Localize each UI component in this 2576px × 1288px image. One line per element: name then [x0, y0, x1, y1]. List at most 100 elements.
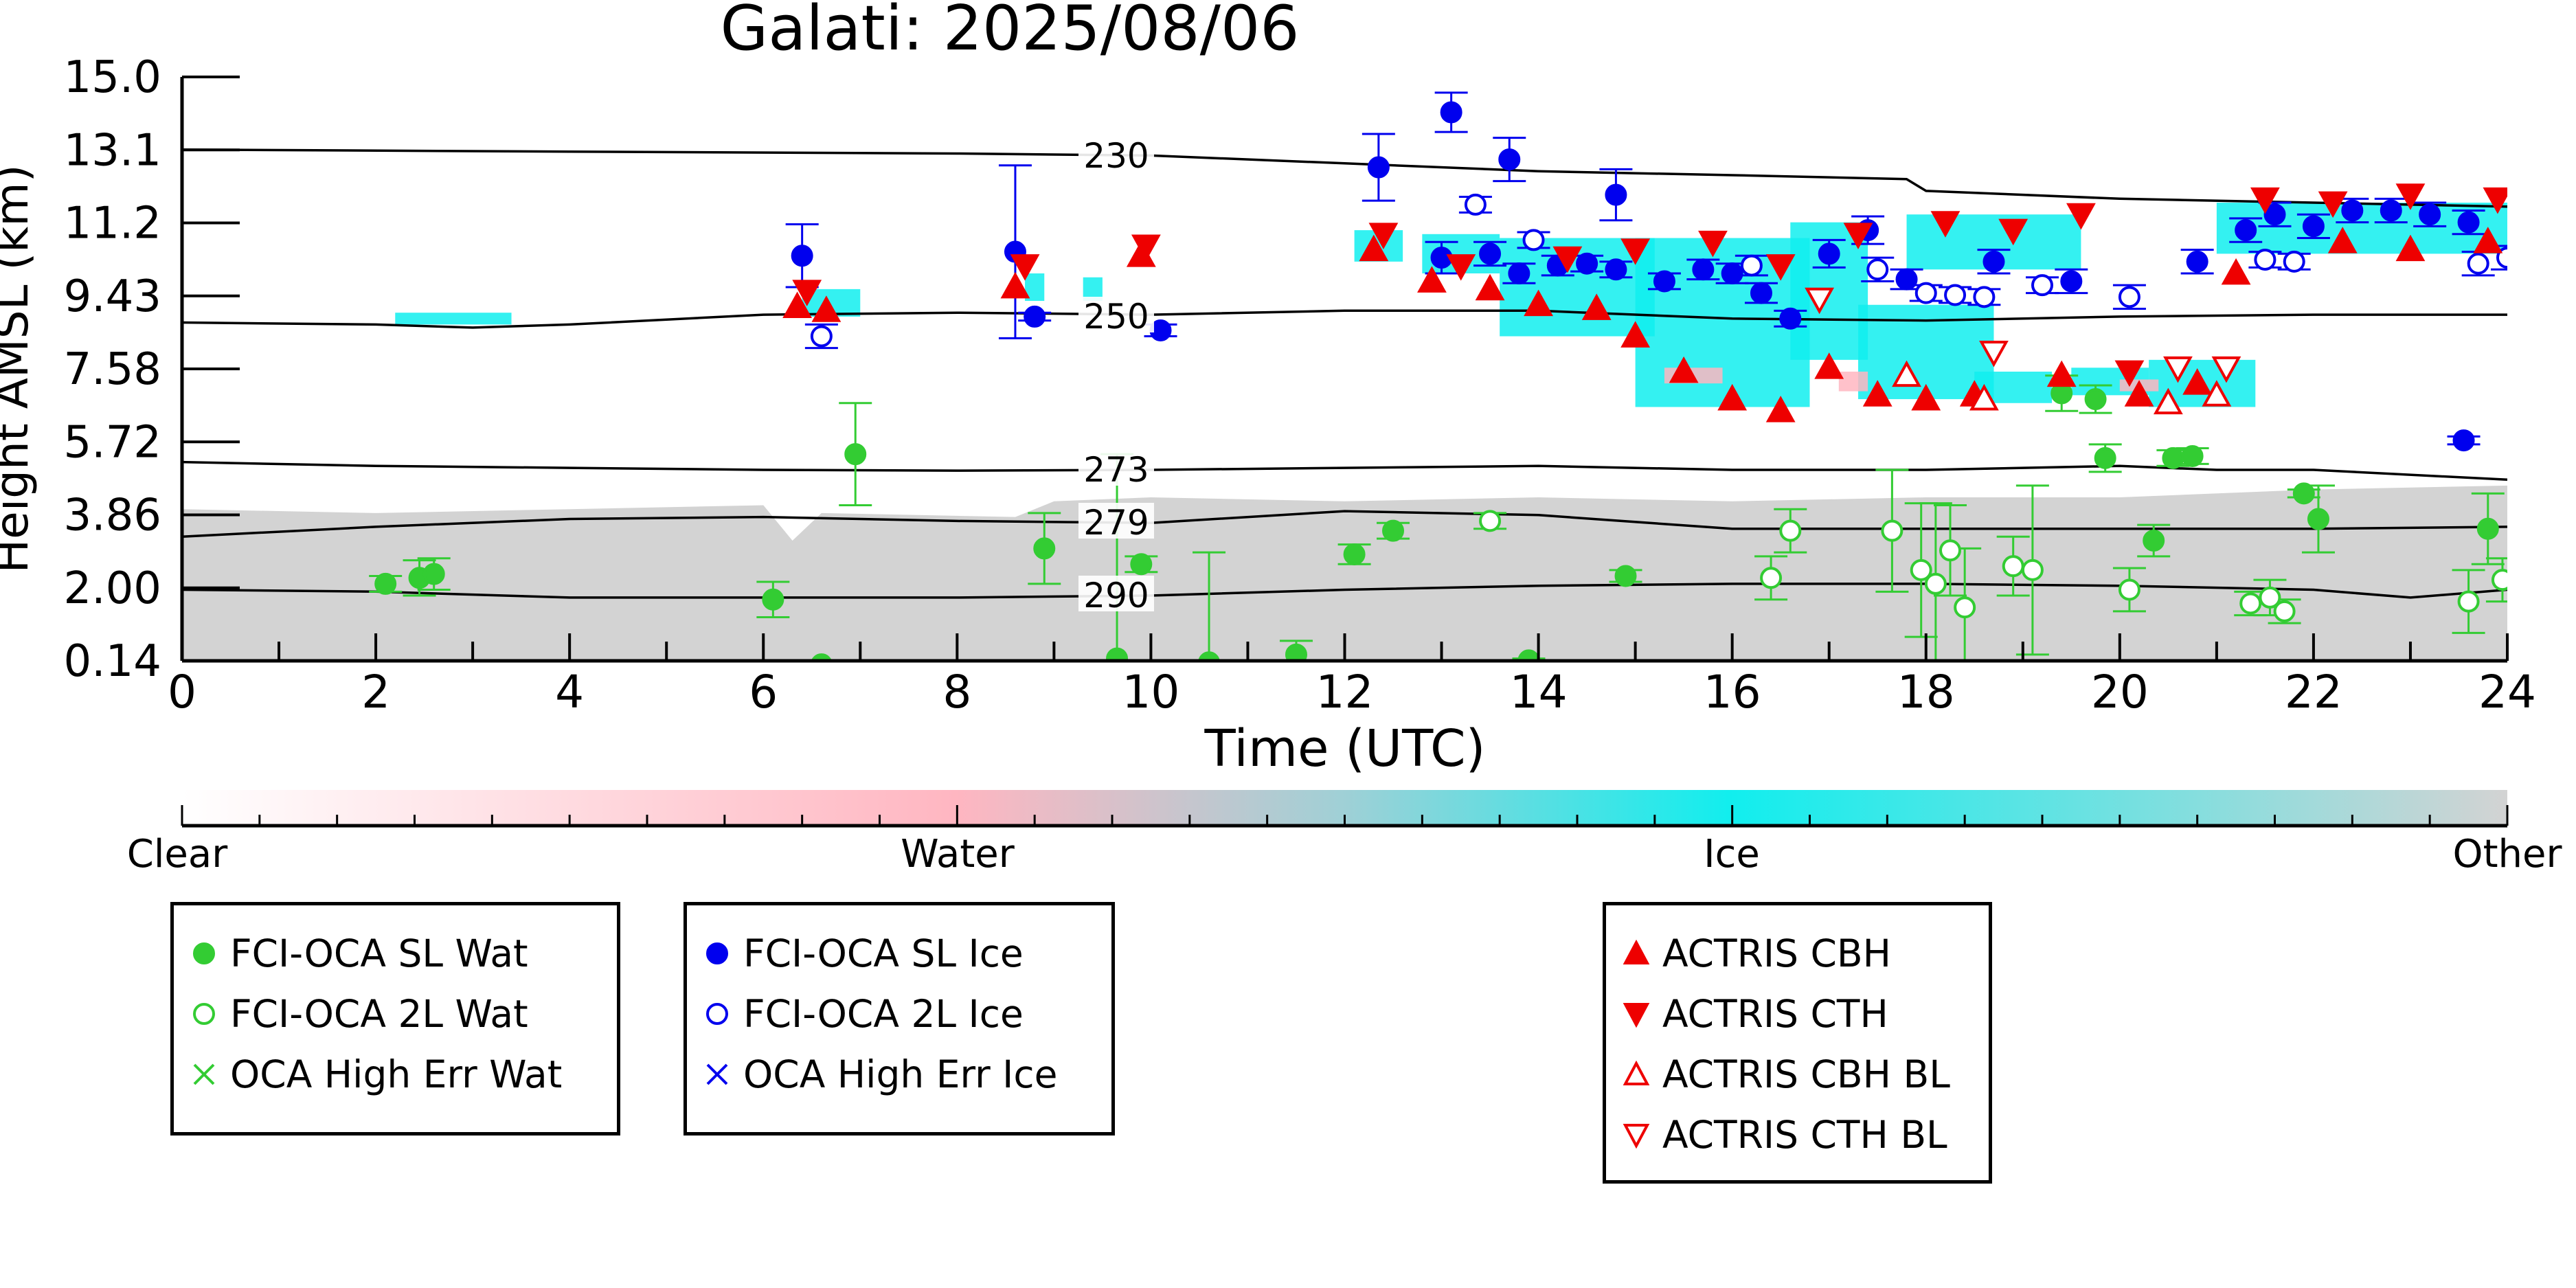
- fci-oca-sl-ice-marker: [2380, 199, 2402, 222]
- actris-cbh-bl-marker: [2153, 387, 2183, 415]
- contour-label-250: 250: [1083, 297, 1149, 337]
- fci-oca-sl-ice-marker: [1895, 268, 1918, 291]
- colorbar: Clear Water Ice Other: [127, 790, 2562, 877]
- open-triangle-down-icon: [1623, 1124, 1650, 1149]
- fci-oca-sl-ice-marker: [2060, 270, 2083, 293]
- actris-cth-marker: [1698, 230, 1728, 258]
- actris-cth-bl-marker: [1979, 341, 2009, 368]
- legend-ice: FCI-OCA SL Ice FCI-OCA 2L Ice OCA High Err…: [683, 902, 1115, 1136]
- x-tick-label: 18: [1897, 666, 1955, 719]
- fci-oca-sl-ice-marker: [1508, 262, 1530, 285]
- x-axis-label: Time (UTC): [1204, 719, 1485, 778]
- x-tick-label: 14: [1510, 666, 1568, 719]
- actris-cbh-marker: [2395, 234, 2426, 262]
- legend-entry: OCA High Err Ice: [701, 1047, 1057, 1102]
- actris-cbh-marker: [1524, 289, 1553, 317]
- colorbar-label-clear: Clear: [127, 832, 228, 877]
- actris-cbh-marker: [1620, 321, 1651, 348]
- x-tick-label: 22: [2285, 666, 2342, 719]
- fci-oca-2l-wat-marker: [1939, 539, 1962, 562]
- x-tick-label: 16: [1704, 666, 1761, 719]
- fci-oca-sl-wat-marker: [2162, 447, 2184, 469]
- legend-actris: ACTRIS CBH ACTRIS CTH ACTRIS CBH BL ACTRIS …: [1603, 902, 1992, 1184]
- legend-label: FCI-OCA 2L Ice: [743, 992, 1024, 1036]
- filled-circle-icon: [706, 942, 728, 964]
- y-tick-label: 3.86: [64, 490, 162, 541]
- fci-oca-2l-ice-marker: [1464, 193, 1487, 216]
- legend-entry: FCI-OCA SL Wat: [188, 926, 528, 981]
- actris-cbh-marker: [1765, 396, 1796, 422]
- fci-oca-2l-wat-marker: [1910, 558, 1932, 581]
- contour-label-bg-290: [1078, 576, 1154, 611]
- y-tick-label: 2.00: [64, 563, 162, 614]
- contour-250: [182, 309, 2507, 329]
- actris-cth-marker: [2114, 360, 2145, 387]
- fci-oca-2l-wat-marker: [2273, 600, 2296, 622]
- legend-label: FCI-OCA 2L Wat: [230, 992, 528, 1036]
- contour-label-273: 273: [1083, 450, 1149, 490]
- fci-oca-sl-wat-marker: [2094, 447, 2116, 469]
- legend-label: ACTRIS CTH BL: [1662, 1113, 1947, 1157]
- actris-cbh-marker: [2046, 360, 2077, 387]
- actris-cth-marker: [1998, 218, 2029, 246]
- actris-cth-bl-marker: [2163, 356, 2193, 383]
- fci-oca-sl-wat-marker: [1198, 651, 1220, 661]
- fci-oca-sl-wat-marker: [2292, 482, 2315, 505]
- contour-279: [182, 510, 2507, 538]
- data-markers: [374, 101, 2507, 661]
- y-tick-label: 13.1: [64, 125, 162, 176]
- contour-label-230: 230: [1083, 136, 1149, 176]
- fci-oca-sl-wat-marker: [811, 653, 833, 661]
- actris-cbh-marker: [2221, 258, 2251, 285]
- y-tick-label: 5.72: [64, 417, 162, 468]
- x-tick-label: 24: [2478, 666, 2536, 719]
- fci-oca-2l-wat-marker: [2021, 558, 2044, 581]
- fci-oca-sl-ice-marker: [2419, 203, 2441, 226]
- fci-oca-sl-ice-marker: [2452, 429, 2475, 452]
- legend-label: OCA High Err Wat: [230, 1052, 563, 1096]
- legend-entry: ACTRIS CTH: [1620, 986, 1888, 1041]
- contour-label-bg-250: [1078, 297, 1154, 332]
- actris-cbh-marker: [2473, 227, 2503, 253]
- actris-cth-marker: [2483, 187, 2507, 214]
- actris-cbh-marker: [782, 291, 813, 319]
- x-tick-label: 20: [2091, 666, 2149, 719]
- actris-cbh-marker: [2327, 227, 2358, 253]
- x-tick-label: 4: [555, 666, 584, 719]
- fci-oca-sl-wat-marker: [1033, 537, 1056, 560]
- contour-230: [182, 148, 2507, 208]
- y-axis-ticks: 0.14 2.00 3.86 5.72 7.58 9.43 11.2 13.1 15.0: [64, 52, 240, 687]
- legend-entry: FCI-OCA 2L Ice: [701, 986, 1024, 1041]
- fci-oca-sl-ice-marker: [1818, 242, 1840, 265]
- fci-oca-sl-wat-marker: [1106, 647, 1129, 661]
- fci-oca-sl-wat-marker: [1614, 565, 1637, 587]
- fci-oca-sl-wat-marker: [844, 443, 867, 466]
- actris-cbh-marker: [2182, 368, 2213, 395]
- y-tick-label: 15.0: [64, 52, 162, 103]
- fci-oca-2l-ice-marker: [2031, 274, 2053, 297]
- x-tick-label: 0: [168, 666, 196, 719]
- actris-cth-marker: [1620, 238, 1651, 265]
- contour-label-bg-273: [1078, 450, 1154, 486]
- x-tick-label: 2: [361, 666, 390, 719]
- filled-triangle-down-icon: [1623, 1003, 1650, 1028]
- y-tick-label: 0.14: [64, 636, 162, 687]
- x-tick-label: 10: [1122, 666, 1179, 719]
- cloud-patch-0: [395, 313, 512, 325]
- actris-cbh-bl-marker: [1892, 360, 1921, 387]
- legend-label: ACTRIS CTH: [1662, 992, 1888, 1036]
- fci-oca-sl-ice-marker: [2186, 250, 2208, 273]
- actris-cth-marker: [2250, 187, 2280, 214]
- actris-cth-marker: [1010, 254, 1040, 281]
- y-tick-label: 11.2: [64, 199, 162, 249]
- actris-cbh-marker: [1862, 380, 1893, 407]
- filled-triangle-up-icon: [1623, 939, 1650, 964]
- fci-oca-2l-wat-marker: [2239, 592, 2262, 615]
- fci-oca-2l-ice-marker: [810, 325, 833, 348]
- legend-entry: ACTRIS CBH BL: [1620, 1047, 1950, 1102]
- actris-cth-marker: [1446, 254, 1476, 281]
- actris-cth-marker: [792, 280, 822, 306]
- filled-circle-icon: [193, 942, 215, 964]
- fci-oca-sl-wat-marker: [2143, 529, 2165, 552]
